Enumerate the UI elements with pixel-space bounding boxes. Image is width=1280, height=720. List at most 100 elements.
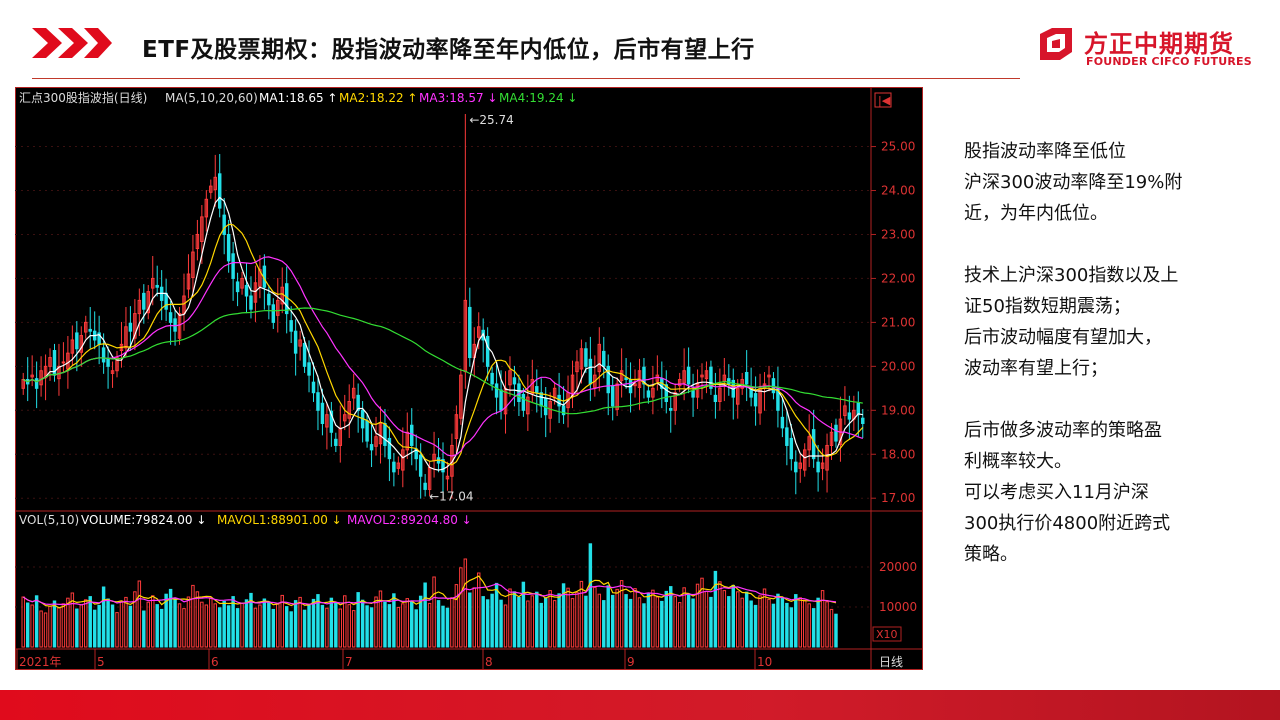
candle-body	[307, 362, 311, 376]
candle-body	[101, 347, 106, 363]
ma-value-ma1: MA1:18.65 ↑	[259, 91, 337, 105]
volume-bar	[825, 601, 829, 648]
volume-bar	[338, 608, 343, 648]
volume-value-mavol2: MAVOL2:89204.80 ↓	[347, 513, 472, 527]
volume-bar	[619, 580, 624, 648]
candle-body	[334, 438, 338, 446]
volume-bar	[722, 590, 727, 648]
volume-bar	[669, 586, 673, 648]
note-line: 策略。	[964, 544, 1018, 565]
volume-bar	[369, 607, 374, 648]
volume-bar	[222, 600, 226, 648]
volume-bar	[570, 598, 575, 648]
candle-body	[445, 475, 450, 480]
volume-bar	[195, 591, 200, 648]
volume-bar	[418, 595, 423, 648]
candle-body	[597, 343, 602, 373]
candle-body	[280, 286, 284, 305]
volume-tick-label: 10000	[879, 600, 917, 614]
volume-bar	[284, 606, 289, 648]
volume-bar	[356, 592, 360, 648]
volume-bar	[651, 589, 655, 648]
candle-body	[191, 251, 195, 279]
candle-body	[557, 394, 561, 407]
candle-body	[137, 299, 142, 315]
candle-body	[298, 339, 302, 347]
candle-body	[177, 313, 182, 339]
time-axis-label: 7	[345, 655, 353, 669]
volume-unit-label: X10	[876, 628, 898, 641]
volume-bar	[92, 609, 97, 648]
candle-body	[651, 387, 655, 398]
note-line: 证50指数短期震荡；	[964, 296, 1131, 317]
price-tick-label: 23.00	[881, 227, 915, 241]
candle-body	[378, 422, 383, 445]
candle-body	[48, 357, 52, 367]
volume-bar	[159, 608, 164, 648]
candle-body	[789, 437, 794, 460]
volume-bar	[97, 604, 101, 648]
volume-bar	[124, 596, 128, 648]
candle-body	[240, 277, 244, 289]
candle-body	[642, 366, 646, 385]
candle-body	[396, 462, 401, 469]
volume-bar	[204, 604, 209, 648]
volume-bar	[579, 580, 584, 648]
volume-bar	[633, 588, 637, 648]
candle-body	[235, 281, 240, 293]
volume-bar	[142, 610, 146, 648]
candle-body	[209, 185, 213, 193]
volume-bar	[727, 596, 731, 648]
candle-body	[512, 377, 517, 385]
candle-body	[530, 379, 535, 395]
volatility-index-chart[interactable]: 25.00 24.00 23.00 22.00 21.00 20.00 19.00 18.00…	[15, 87, 923, 670]
volume-bar	[454, 584, 459, 648]
volume-bar	[834, 613, 838, 648]
volume-bar	[807, 603, 811, 648]
volume-bar	[664, 590, 669, 648]
candle-body	[70, 339, 75, 354]
candle-body	[664, 384, 669, 403]
candle-body	[459, 374, 463, 419]
candle-body	[418, 454, 423, 477]
volume-bar	[713, 570, 718, 648]
volume-parameter-label: VOL(5,10)	[19, 513, 79, 527]
extreme-annotation: ←25.74	[469, 113, 513, 127]
candle-body	[677, 379, 682, 387]
candle-body	[834, 424, 838, 442]
candle-body	[146, 291, 150, 314]
volume-bar	[816, 597, 820, 648]
candle-body	[476, 326, 481, 338]
volume-bar	[128, 605, 133, 648]
volume-bar	[771, 603, 776, 648]
volume-bar	[360, 599, 365, 648]
volume-bar	[776, 593, 780, 648]
volume-bar	[280, 594, 284, 648]
candle-body	[686, 366, 691, 385]
candle-body	[338, 427, 343, 446]
volume-bar	[655, 596, 660, 648]
candle-body	[682, 370, 686, 384]
candle-body	[57, 365, 61, 380]
candle-body	[124, 326, 128, 349]
candle-body	[619, 370, 624, 381]
candle-body	[767, 374, 771, 378]
candle-body	[535, 386, 539, 394]
candle-body	[423, 482, 427, 490]
candle-body	[606, 365, 610, 394]
chart-title: 汇点300股指波指(日线)	[19, 90, 147, 105]
candle-body	[329, 410, 334, 433]
candle-body	[39, 370, 43, 386]
time-axis-label: 2021年	[19, 655, 62, 669]
volume-bar	[561, 583, 566, 648]
volume-bar	[378, 590, 383, 648]
candle-body	[802, 449, 807, 471]
volume-bar	[517, 596, 521, 648]
candle-body	[579, 348, 584, 370]
volume-tick-label: 20000	[879, 560, 917, 574]
volume-bar	[646, 592, 651, 648]
volume-bar	[463, 558, 468, 648]
logo-chinese-name: 方正中期期货	[1084, 30, 1234, 58]
volume-bar	[235, 608, 240, 648]
candle-body	[713, 394, 718, 403]
